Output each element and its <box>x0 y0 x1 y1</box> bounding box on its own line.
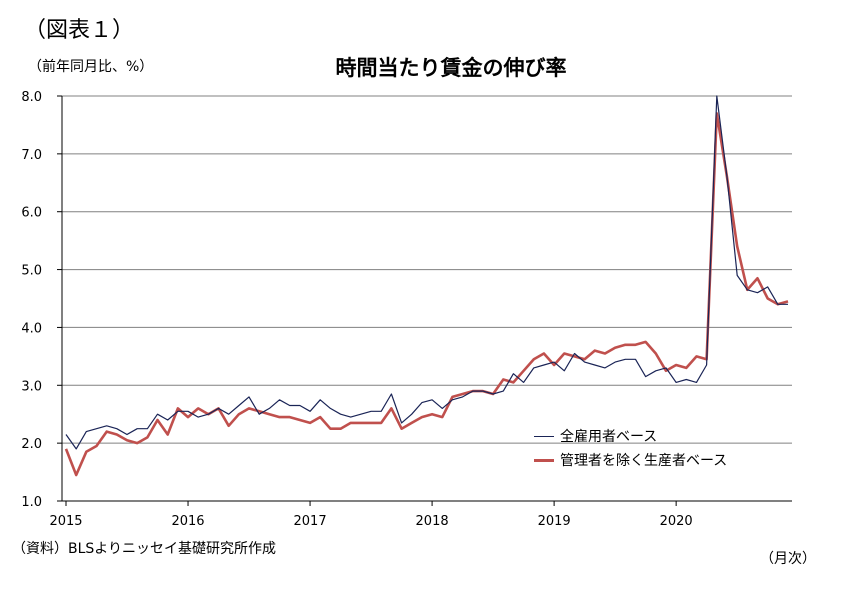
unit-label: （前年同月比、%） <box>28 59 154 75</box>
legend-item-production-workers: 管理者を除く生産者ベース <box>534 448 727 472</box>
y-tick-label: 3.0 <box>21 379 42 394</box>
figure-label: （図表１） <box>24 18 135 43</box>
x-tick-label: 2019 <box>538 514 571 529</box>
legend-swatch-thick <box>534 458 554 462</box>
y-tick-label: 6.0 <box>21 206 42 221</box>
legend-item-all-employees: 全雇用者ベース <box>534 424 727 448</box>
x-tick-label: 2017 <box>294 514 327 529</box>
axes <box>57 95 792 506</box>
series-lines <box>64 95 789 477</box>
legend-label: 全雇用者ベース <box>560 429 658 445</box>
x-tick-label: 2018 <box>416 514 449 529</box>
x-tick-label: 2015 <box>49 514 82 529</box>
frequency-note: （月次） <box>760 551 816 567</box>
y-tick-label: 5.0 <box>21 264 42 279</box>
legend: 全雇用者ベース 管理者を除く生産者ベース <box>534 424 727 472</box>
source-note: （資料）BLSよりニッセイ基礎研究所作成 <box>12 541 277 557</box>
chart-title: 時間当たり賃金の伸び率 <box>335 56 567 80</box>
y-tick-label: 4.0 <box>21 321 42 336</box>
y-tick-label: 7.0 <box>21 148 42 163</box>
x-tick-label: 2020 <box>660 514 693 529</box>
legend-swatch-thin <box>534 435 554 437</box>
y-tick-label: 2.0 <box>21 437 42 452</box>
x-tick-label: 2016 <box>171 514 204 529</box>
tick-labels: 1.0 2.0 3.0 4.0 5.0 6.0 7.0 8.0 2015 2016 2017 2018… <box>21 90 692 529</box>
legend-label: 管理者を除く生産者ベース <box>560 453 728 469</box>
series-line-all-employees <box>65 95 788 450</box>
series-line-production-workers <box>64 112 789 477</box>
y-tick-label: 1.0 <box>21 495 42 510</box>
y-tick-label: 8.0 <box>21 90 42 105</box>
grid-lines <box>62 95 792 444</box>
